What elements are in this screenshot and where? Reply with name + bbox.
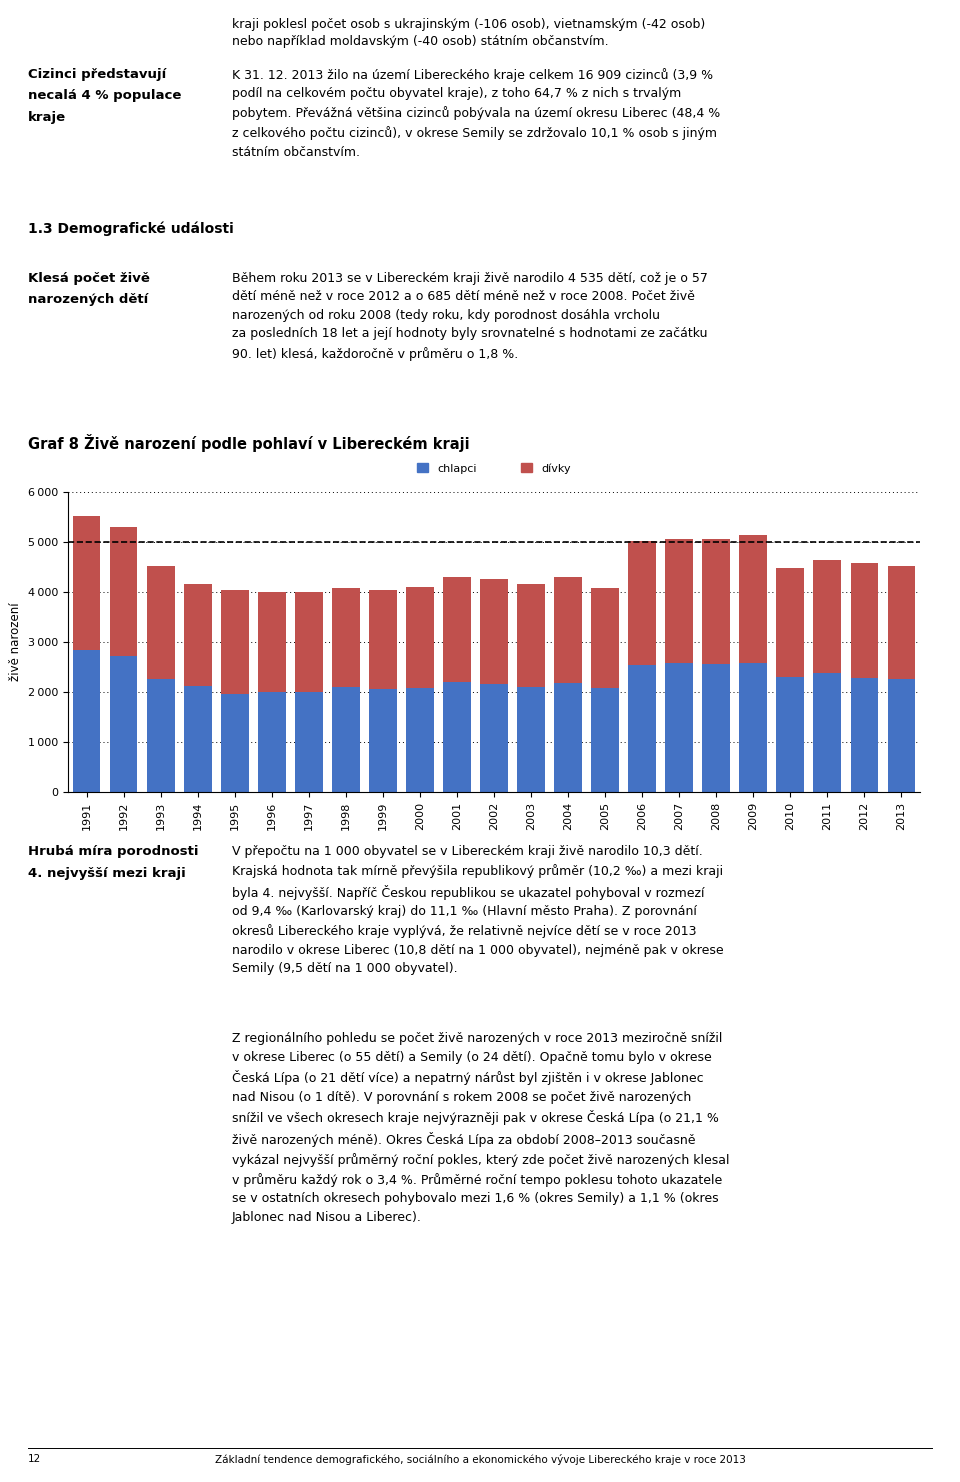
Text: kraji poklesl počet osob s ukrajinským (-106 osob), vietnamským (-42 osob): kraji poklesl počet osob s ukrajinským (… — [232, 18, 706, 31]
Bar — [109, 657, 137, 791]
Text: Během roku 2013 se v Libereckém kraji živě narodilo 4 535 dětí, což je o 57
dětí: Během roku 2013 se v Libereckém kraji ži… — [232, 273, 708, 360]
Bar — [888, 679, 916, 791]
Bar — [406, 688, 434, 791]
Bar — [517, 686, 545, 791]
Bar — [332, 688, 360, 791]
Bar — [221, 694, 249, 791]
Bar — [739, 662, 767, 791]
Text: Graf 8 Živě narození podle pohlaví v Libereckém kraji: Graf 8 Živě narození podle pohlaví v Lib… — [28, 434, 469, 452]
Bar — [813, 560, 841, 673]
Bar — [703, 664, 731, 791]
Text: Z regionálního pohledu se počet živě narozených v roce 2013 meziročně snížil
v o: Z regionálního pohledu se počet živě nar… — [232, 1031, 730, 1224]
Bar — [406, 587, 434, 688]
Bar — [851, 677, 878, 791]
Bar — [444, 682, 470, 791]
Bar — [147, 566, 175, 679]
Bar — [665, 539, 693, 662]
Bar — [183, 686, 211, 791]
Bar — [295, 692, 323, 791]
Text: K 31. 12. 2013 žilo na území Libereckého kraje celkem 16 909 cizinců (3,9 %
podí: K 31. 12. 2013 žilo na území Libereckého… — [232, 68, 720, 159]
Bar — [444, 576, 470, 682]
Bar — [73, 516, 101, 651]
Text: Cizinci představují
necalá 4 % populace
kraje: Cizinci představují necalá 4 % populace … — [28, 68, 181, 124]
Text: 1.3 Demografické události: 1.3 Demografické události — [28, 222, 233, 237]
Bar — [295, 593, 323, 692]
Bar — [591, 587, 619, 688]
Bar — [777, 568, 804, 677]
Legend: chlapci, dívky: chlapci, dívky — [413, 458, 575, 477]
Bar — [147, 679, 175, 791]
Bar — [332, 588, 360, 688]
Bar — [517, 584, 545, 686]
Bar — [888, 566, 916, 679]
Bar — [554, 576, 582, 683]
Bar — [554, 683, 582, 791]
Bar — [739, 535, 767, 662]
Bar — [777, 677, 804, 791]
Bar — [480, 685, 508, 791]
Bar — [109, 528, 137, 657]
Bar — [813, 673, 841, 791]
Bar — [628, 541, 656, 664]
Bar — [480, 579, 508, 685]
Bar — [221, 590, 249, 694]
Bar — [258, 591, 286, 692]
Text: 12: 12 — [28, 1454, 41, 1464]
Bar — [591, 688, 619, 791]
Bar — [258, 692, 286, 791]
Bar — [369, 590, 396, 689]
Bar — [628, 664, 656, 791]
Text: Klesá počet živě
narozených dětí: Klesá počet živě narozených dětí — [28, 273, 150, 307]
Y-axis label: živě narození: živě narození — [10, 603, 22, 682]
Bar — [703, 539, 731, 664]
Bar — [665, 662, 693, 791]
Bar — [851, 563, 878, 677]
Text: Hrubá míra porodnosti
4. nejvyšší mezi kraji: Hrubá míra porodnosti 4. nejvyšší mezi k… — [28, 845, 199, 879]
Text: V přepočtu na 1 000 obyvatel se v Libereckém kraji živě narodilo 10,3 dětí.
Kraj: V přepočtu na 1 000 obyvatel se v Libere… — [232, 845, 724, 975]
Bar — [369, 689, 396, 791]
Bar — [73, 651, 101, 791]
Text: nebo například moldavským (-40 osob) státním občanstvím.: nebo například moldavským (-40 osob) stá… — [232, 36, 609, 47]
Text: Základní tendence demografického, sociálního a ekonomického vývoje Libereckého k: Základní tendence demografického, sociál… — [215, 1454, 745, 1466]
Bar — [183, 584, 211, 686]
